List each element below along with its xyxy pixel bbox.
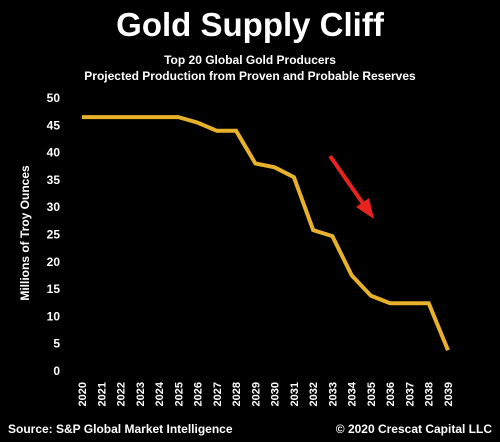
y-tick-label: 20 — [47, 255, 61, 269]
source-note: Source: S&P Global Market Intelligence — [8, 422, 233, 436]
x-tick-label: 2033 — [327, 382, 339, 406]
x-tick-label: 2023 — [135, 382, 147, 406]
x-tick-label: 2030 — [270, 382, 282, 406]
y-tick-label: 40 — [47, 146, 61, 160]
x-tick-label: 2039 — [443, 382, 455, 406]
x-tick-label: 2024 — [154, 381, 166, 406]
x-tick-label: 2029 — [250, 382, 262, 406]
x-tick-label: 2025 — [173, 382, 185, 406]
x-tick-label: 2020 — [77, 382, 89, 406]
x-tick-label: 2037 — [404, 382, 416, 406]
x-tick-label: 2028 — [231, 382, 243, 406]
series-line-0 — [82, 115, 450, 352]
x-tick-label: 2026 — [193, 382, 205, 406]
x-tick-label: 2035 — [366, 382, 378, 406]
y-tick-label: 35 — [47, 173, 61, 187]
chart-title: Gold Supply Cliff — [116, 6, 384, 43]
trend-arrow-head — [356, 198, 374, 219]
chart-subtitle-line-1: Top 20 Global Gold Producers — [164, 53, 336, 67]
x-tick-label: 2027 — [212, 382, 224, 406]
y-tick-label: 0 — [53, 364, 60, 378]
x-tick-label: 2036 — [385, 382, 397, 406]
y-tick-label: 45 — [47, 118, 61, 132]
y-tick-label: 15 — [47, 282, 61, 296]
y-tick-label: 25 — [47, 228, 61, 242]
y-tick-label: 5 — [53, 337, 60, 351]
trend-arrow-shaft — [328, 154, 366, 207]
y-tick-label: 30 — [47, 200, 61, 214]
copyright-note: © 2020 Crescat Capital LLC — [335, 422, 492, 436]
x-tick-label: 2031 — [289, 382, 301, 406]
y-tick-label: 50 — [47, 91, 61, 105]
x-tick-label: 2038 — [424, 382, 436, 406]
y-tick-label: 10 — [47, 309, 61, 323]
chart-subtitle-line-2: Projected Production from Proven and Pro… — [84, 69, 416, 83]
y-axis-label: Millions of Troy Ounces — [18, 165, 32, 301]
x-tick-label: 2021 — [96, 382, 108, 406]
x-tick-label: 2032 — [308, 382, 320, 406]
x-tick-label: 2034 — [347, 381, 359, 406]
x-tick-label: 2022 — [116, 382, 128, 406]
